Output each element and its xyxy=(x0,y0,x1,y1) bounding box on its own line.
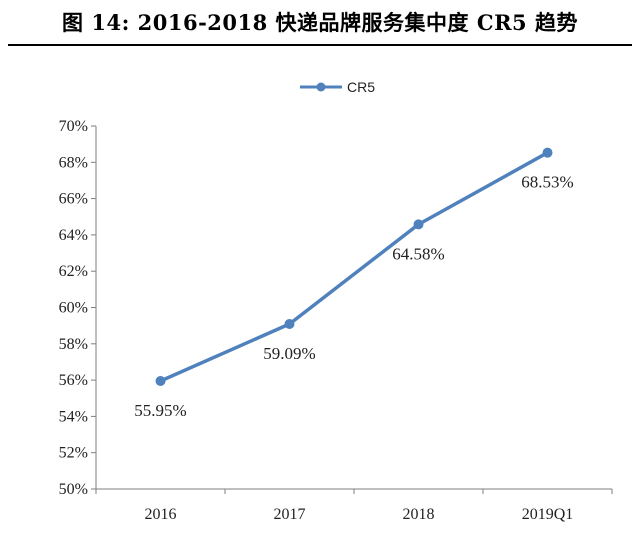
y-tick-label: 70% xyxy=(59,118,88,135)
data-label: 55.95% xyxy=(134,401,186,420)
y-tick-label: 64% xyxy=(59,227,88,244)
axes: 50% 52% 54% 56% 58% 60% 62% 64% 66% 68% 70% 2016 201… xyxy=(59,118,613,523)
figure-title: 图 14: 2016-2018 快递品牌服务集中度 CR5 趋势 xyxy=(62,10,578,35)
data-point xyxy=(284,319,295,330)
y-tick-label: 68% xyxy=(59,154,88,171)
data-label: 68.53% xyxy=(521,173,573,192)
legend-point-marker xyxy=(316,82,326,92)
series-line-cr5 xyxy=(158,150,550,383)
y-tick-label: 52% xyxy=(59,445,88,462)
title-rule xyxy=(8,44,632,46)
data-point xyxy=(155,376,166,387)
y-tick-label: 58% xyxy=(59,336,88,353)
data-label: 59.09% xyxy=(263,344,315,363)
y-tick-label: 56% xyxy=(59,372,88,389)
data-label: 64.58% xyxy=(392,244,444,263)
x-tick-label: 2019Q1 xyxy=(522,506,574,523)
x-tick-label: 2018 xyxy=(403,506,435,523)
y-tick-label: 62% xyxy=(59,263,88,280)
x-tick-label: 2016 xyxy=(145,506,177,523)
legend-label: CR5 xyxy=(347,79,375,95)
legend: CR5 xyxy=(300,79,375,95)
y-tick-label: 66% xyxy=(59,191,88,208)
plot-area: 55.95% 59.09% 64.58% 68.53% xyxy=(134,147,574,420)
x-tick-label: 2017 xyxy=(274,506,306,523)
y-tick-label: 60% xyxy=(59,300,88,317)
data-point xyxy=(542,147,553,158)
data-point xyxy=(413,219,424,230)
y-tick-label: 50% xyxy=(59,481,88,498)
y-tick-label: 54% xyxy=(59,408,88,425)
